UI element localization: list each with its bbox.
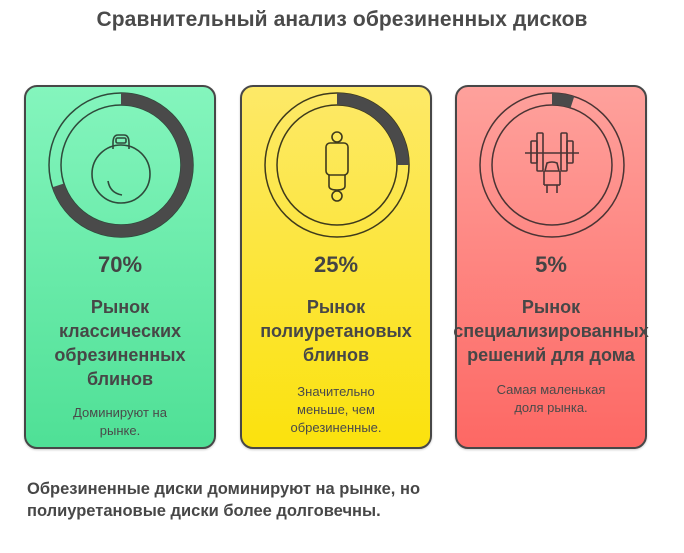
card-description: Самая маленькая доля рынка. bbox=[496, 382, 606, 415]
percent-value: 5% bbox=[535, 252, 567, 277]
card-polyurethane: 25% Рынок полиуретановых блинов Значител… bbox=[240, 85, 432, 449]
card-description: Доминируют на рынке. bbox=[73, 405, 167, 438]
progress-ring-70 bbox=[48, 92, 194, 238]
page-title: Сравнительный анализ обрезиненных дисков bbox=[96, 8, 588, 31]
kettlebell-icon bbox=[91, 134, 151, 204]
card-home-solutions: 5% Рынок специализированных решений для … bbox=[453, 85, 649, 449]
card-heading: Рынок полиуретановых блинов bbox=[260, 297, 412, 365]
percent-value: 25% bbox=[313, 252, 359, 277]
card-heading: Рынок классических обрезиненных блинов bbox=[54, 297, 186, 389]
progress-ring-5 bbox=[479, 92, 625, 238]
bench-press-icon bbox=[525, 132, 579, 193]
summary-text: Обрезиненные диски доминируют на рынке, … bbox=[27, 480, 421, 520]
percent-value: 70% bbox=[97, 252, 143, 277]
card-classic-rubber: 70% Рынок классических обрезиненных блин… bbox=[24, 85, 216, 449]
person-weight-icon bbox=[325, 131, 349, 202]
card-description: Значительно меньше, чем обрезиненные. bbox=[290, 384, 382, 435]
card-heading: Рынок специализированных решений для дом… bbox=[453, 297, 649, 365]
progress-ring-25 bbox=[264, 92, 410, 238]
